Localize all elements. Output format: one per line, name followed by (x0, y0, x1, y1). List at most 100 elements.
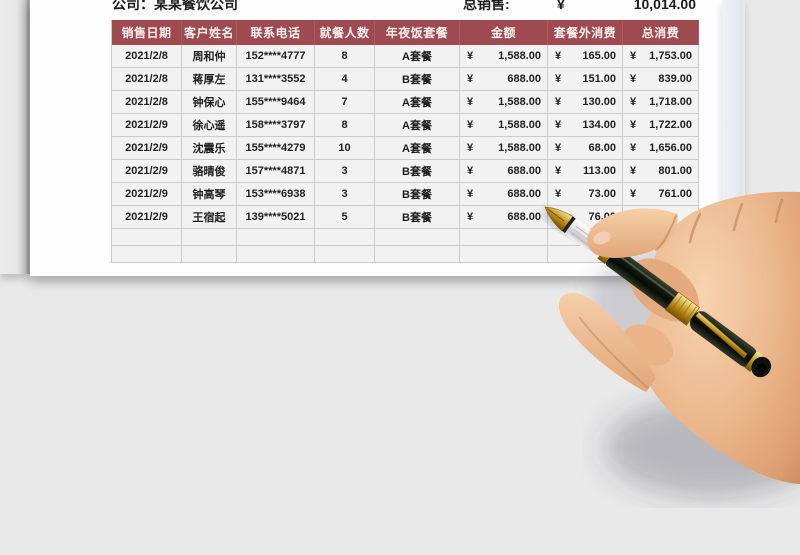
cell-extra-spend[interactable]: ¥165.00 (548, 45, 623, 68)
cell-sale-date[interactable]: 2021/2/8 (112, 68, 182, 91)
cell-package[interactable]: B套餐 (375, 206, 460, 229)
empty-cell[interactable] (315, 229, 375, 246)
cell-extra-spend[interactable]: ¥113.00 (548, 160, 623, 183)
cell-sale-date[interactable]: 2021/2/8 (112, 91, 182, 114)
total-sales-label: 总销售: (463, 0, 510, 12)
cell-sale-date[interactable]: 2021/2/9 (112, 137, 182, 160)
cell-amount[interactable]: ¥1,588.00 (460, 45, 548, 68)
column-header[interactable]: 客户姓名 (182, 20, 237, 45)
currency-symbol: ¥ (467, 188, 474, 200)
cell-extra-spend[interactable]: ¥151.00 (548, 68, 623, 91)
currency-symbol: ¥ (555, 188, 562, 200)
currency-symbol: ¥ (630, 73, 637, 85)
cell-phone[interactable]: 152****4777 (237, 45, 315, 68)
cell-amount[interactable]: ¥688.00 (460, 206, 548, 229)
hand-index-finger (587, 208, 678, 259)
cell-package[interactable]: A套餐 (375, 114, 460, 137)
currency-symbol: ¥ (630, 119, 637, 131)
empty-cell[interactable] (375, 246, 460, 263)
empty-cell[interactable] (182, 246, 237, 263)
cell-customer-name[interactable]: 徐心遥 (182, 114, 237, 137)
cell-phone[interactable]: 158****3797 (237, 114, 315, 137)
cell-diner-count[interactable]: 8 (315, 114, 375, 137)
cell-package[interactable]: A套餐 (375, 45, 460, 68)
empty-cell[interactable] (112, 246, 182, 263)
empty-cell[interactable] (315, 246, 375, 263)
column-header[interactable]: 年夜饭套餐 (375, 20, 460, 45)
currency-value: 801.00 (658, 165, 692, 177)
cell-total-spend[interactable]: ¥761.00 (623, 183, 699, 206)
cell-phone[interactable]: 131****3552 (237, 68, 315, 91)
column-header[interactable]: 总消费 (623, 20, 699, 45)
column-header[interactable]: 套餐外消费 (548, 20, 623, 45)
currency-symbol: ¥ (555, 165, 562, 177)
cell-phone[interactable]: 139****5021 (237, 206, 315, 229)
cell-diner-count[interactable]: 7 (315, 91, 375, 114)
cell-total-spend[interactable]: ¥1,656.00 (623, 137, 699, 160)
cell-amount[interactable]: ¥688.00 (460, 160, 548, 183)
cell-phone[interactable]: 153****6938 (237, 183, 315, 206)
cell-diner-count[interactable]: 4 (315, 68, 375, 91)
cell-diner-count[interactable]: 5 (315, 206, 375, 229)
column-header[interactable]: 联系电话 (237, 20, 315, 45)
cell-diner-count[interactable]: 10 (315, 137, 375, 160)
cell-sale-date[interactable]: 2021/2/9 (112, 114, 182, 137)
cell-amount[interactable]: ¥1,588.00 (460, 137, 548, 160)
empty-cell[interactable] (112, 229, 182, 246)
empty-cell[interactable] (375, 229, 460, 246)
fingernail (593, 231, 611, 245)
cell-total-spend[interactable]: ¥839.00 (623, 68, 699, 91)
cell-phone[interactable]: 155****4279 (237, 137, 315, 160)
currency-symbol: ¥ (467, 142, 474, 154)
cell-total-spend[interactable]: ¥1,718.00 (623, 91, 699, 114)
cell-total-spend[interactable]: ¥801.00 (623, 160, 699, 183)
cell-package[interactable]: B套餐 (375, 68, 460, 91)
cell-customer-name[interactable]: 蒋厚左 (182, 68, 237, 91)
cell-sale-date[interactable]: 2021/2/9 (112, 160, 182, 183)
cell-customer-name[interactable]: 骆晴俊 (182, 160, 237, 183)
cell-customer-name[interactable]: 钟高琴 (182, 183, 237, 206)
empty-cell[interactable] (460, 246, 548, 263)
cell-diner-count[interactable]: 3 (315, 183, 375, 206)
currency-value: 1,588.00 (498, 50, 541, 62)
cell-amount[interactable]: ¥688.00 (460, 183, 548, 206)
empty-cell[interactable] (182, 229, 237, 246)
currency-symbol: ¥ (630, 188, 637, 200)
empty-cell[interactable] (237, 229, 315, 246)
cell-extra-spend[interactable]: ¥68.00 (548, 137, 623, 160)
cell-package[interactable]: A套餐 (375, 137, 460, 160)
cell-total-spend[interactable]: ¥1,722.00 (623, 114, 699, 137)
cell-diner-count[interactable]: 3 (315, 160, 375, 183)
cell-phone[interactable]: 157****4871 (237, 160, 315, 183)
cell-package[interactable]: B套餐 (375, 183, 460, 206)
currency-symbol: ¥ (630, 50, 637, 62)
cell-extra-spend[interactable]: ¥73.00 (548, 183, 623, 206)
cell-customer-name[interactable]: 王宿起 (182, 206, 237, 229)
cell-sale-date[interactable]: 2021/2/8 (112, 45, 182, 68)
currency-value: 1,656.00 (649, 142, 692, 154)
column-header[interactable]: 金额 (460, 20, 548, 45)
cell-amount[interactable]: ¥688.00 (460, 68, 548, 91)
cell-customer-name[interactable]: 沈震乐 (182, 137, 237, 160)
currency-value: 1,588.00 (498, 96, 541, 108)
cell-phone[interactable]: 155****9464 (237, 91, 315, 114)
cell-package[interactable]: B套餐 (375, 160, 460, 183)
empty-cell[interactable] (237, 246, 315, 263)
cell-customer-name[interactable]: 钟保心 (182, 91, 237, 114)
cell-extra-spend[interactable]: ¥130.00 (548, 91, 623, 114)
cell-extra-spend[interactable]: ¥134.00 (548, 114, 623, 137)
cell-amount[interactable]: ¥1,588.00 (460, 114, 548, 137)
currency-symbol: ¥ (555, 50, 562, 62)
column-header[interactable]: 就餐人数 (315, 20, 375, 45)
currency-value: 1,722.00 (649, 119, 692, 131)
cell-package[interactable]: A套餐 (375, 91, 460, 114)
cell-total-spend[interactable]: ¥1,753.00 (623, 45, 699, 68)
cell-diner-count[interactable]: 8 (315, 45, 375, 68)
cell-sale-date[interactable]: 2021/2/9 (112, 183, 182, 206)
column-header[interactable]: 销售日期 (112, 20, 182, 45)
currency-value: 1,588.00 (498, 142, 541, 154)
cell-sale-date[interactable]: 2021/2/9 (112, 206, 182, 229)
cell-customer-name[interactable]: 周和仲 (182, 45, 237, 68)
cell-amount[interactable]: ¥1,588.00 (460, 91, 548, 114)
empty-cell[interactable] (460, 229, 548, 246)
